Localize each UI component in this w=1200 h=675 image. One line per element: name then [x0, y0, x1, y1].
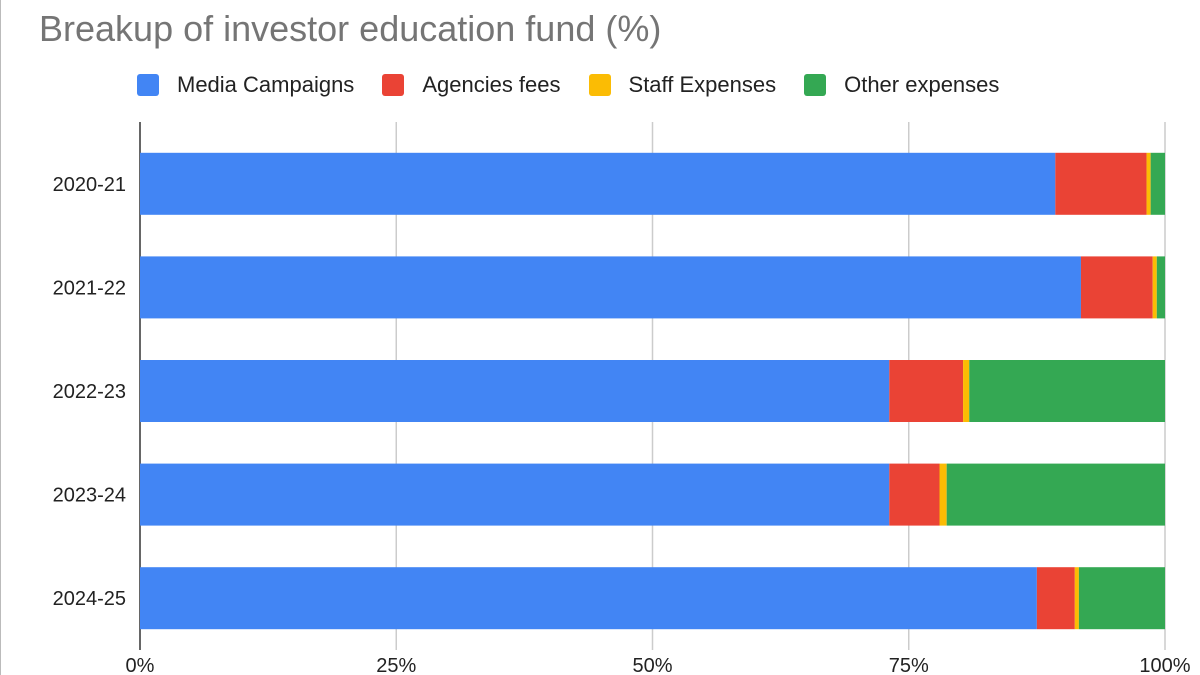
bar-segment [1156, 256, 1165, 319]
legend-label: Media Campaigns [177, 72, 355, 97]
bar-segment [140, 360, 890, 422]
y-tick-label: 2023-24 [53, 485, 126, 507]
bar-segment [1150, 152, 1165, 215]
legend-label: Staff Expenses [628, 72, 777, 97]
legend-item: Media Campaigns [137, 72, 354, 98]
bar-segment [1074, 567, 1079, 630]
x-tick-label: 100% [1139, 655, 1190, 675]
bar-segment [140, 256, 1081, 319]
bar-segment [140, 152, 1056, 215]
legend-swatch [588, 74, 611, 96]
legend-label: Other expenses [844, 72, 1000, 97]
bar-segment [939, 463, 947, 526]
legend-swatch [137, 74, 159, 96]
bar-segment [963, 360, 970, 422]
x-tick-label: 50% [632, 655, 672, 675]
bar-segment [946, 463, 1165, 526]
chart-title: Breakup of investor education fund (%) [39, 8, 662, 49]
bar-segment [1152, 256, 1157, 319]
bar-segment [889, 463, 940, 526]
bar-segment [1036, 567, 1075, 630]
legend-item: Staff Expenses [588, 72, 777, 98]
bar-segment [1055, 152, 1147, 215]
bar-segment [1080, 256, 1153, 319]
legend-label: Agencies fees [422, 72, 561, 97]
y-tick-label: 2024-25 [53, 588, 126, 610]
legend-item: Other expenses [804, 72, 999, 98]
bar-segment [140, 567, 1037, 630]
bar-segment [140, 463, 890, 526]
bar-segment [889, 360, 964, 422]
y-tick-label: 2021-22 [53, 277, 126, 299]
bar-segment [1078, 567, 1165, 630]
y-tick-label: 2022-23 [53, 381, 126, 403]
x-tick-label: 75% [889, 655, 929, 675]
legend-item: Agencies fees [382, 72, 561, 98]
legend-swatch [804, 74, 827, 96]
y-tick-label: 2020-21 [53, 174, 126, 196]
bar-segment [1146, 152, 1151, 215]
legend-swatch [382, 74, 405, 96]
bar-segment [969, 360, 1165, 422]
legend: Media Campaigns Agencies fees Staff Expens… [137, 72, 1027, 98]
x-tick-label: 25% [376, 655, 416, 675]
x-tick-label: 0% [126, 655, 155, 675]
